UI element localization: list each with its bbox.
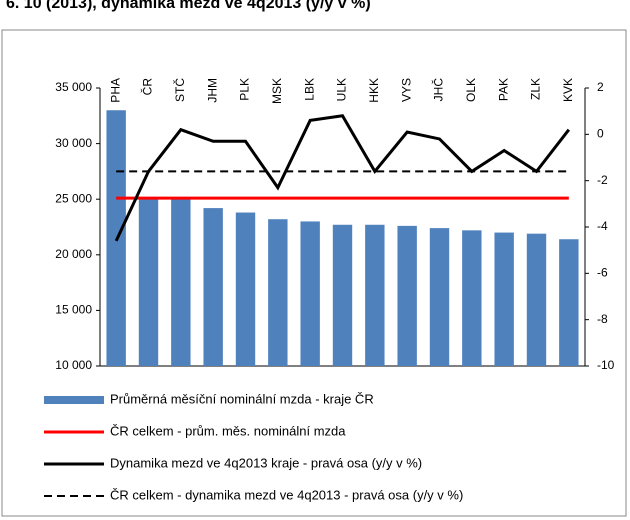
- legend-label: Průměrná měsíční nominální mzda - kraje …: [110, 391, 374, 406]
- x-tick-label: PAK: [496, 78, 510, 101]
- x-tick-label: HKK: [367, 78, 381, 103]
- line: [114, 114, 571, 242]
- y2-tick-label: -10: [597, 358, 615, 372]
- bar: [235, 212, 256, 366]
- bar: [171, 196, 191, 366]
- y-tick-label: 15 000: [55, 303, 92, 317]
- x-tick-label: JHM: [205, 78, 219, 103]
- y-tick-label: 10 000: [55, 358, 92, 372]
- x-tick-label: JHČ: [431, 78, 446, 102]
- chart-title: 6. 10 (2013), dynamika mezd ve 4q2013 (y…: [6, 0, 371, 12]
- y2-tick-label: -2: [597, 173, 608, 187]
- x-tick-label: PLK: [238, 78, 252, 101]
- y2-tick-label: -4: [597, 219, 608, 233]
- y2-tick-label: -6: [597, 266, 608, 280]
- x-tick-label: MSK: [270, 78, 284, 104]
- legend-label: ČR celkem - dynamika mezd ve 4q2013 - pr…: [110, 487, 463, 502]
- x-tick-label: PHA: [108, 78, 122, 103]
- x-tick-label: ZLK: [529, 78, 543, 100]
- bar: [397, 225, 417, 366]
- x-tick-label: KVK: [561, 78, 575, 102]
- x-tick-label: STČ: [172, 78, 187, 102]
- y-tick-label: 20 000: [55, 247, 92, 261]
- x-tick-label: OLK: [464, 78, 478, 102]
- bar: [365, 224, 385, 366]
- bar: [138, 196, 159, 366]
- y-tick-label: 25 000: [55, 191, 92, 205]
- y-tick-label: 35 000: [55, 80, 92, 94]
- y2-tick-label: 2: [597, 80, 604, 94]
- bar: [203, 208, 223, 366]
- legend-label: ČR celkem - prům. měs. nominální mzda: [110, 423, 346, 438]
- bar: [332, 224, 353, 366]
- x-tick-label: ULK: [335, 78, 349, 101]
- bar: [462, 230, 482, 366]
- x-tick-label: LBK: [302, 78, 316, 101]
- bar: [559, 239, 579, 366]
- bar: [268, 219, 288, 366]
- y-tick-label: 30 000: [55, 136, 92, 150]
- y2-tick-label: -8: [597, 312, 608, 326]
- x-tick-label: VYS: [399, 78, 413, 102]
- bar: [526, 233, 547, 366]
- legend-swatch: [44, 396, 104, 404]
- bar: [429, 228, 450, 366]
- x-tick-label: ČR: [140, 78, 155, 96]
- y2-tick-label: 0: [597, 127, 604, 141]
- legend-label: Dynamika mezd ve 4q2013 kraje - pravá os…: [110, 455, 422, 470]
- bar: [494, 232, 514, 366]
- bar: [300, 221, 320, 366]
